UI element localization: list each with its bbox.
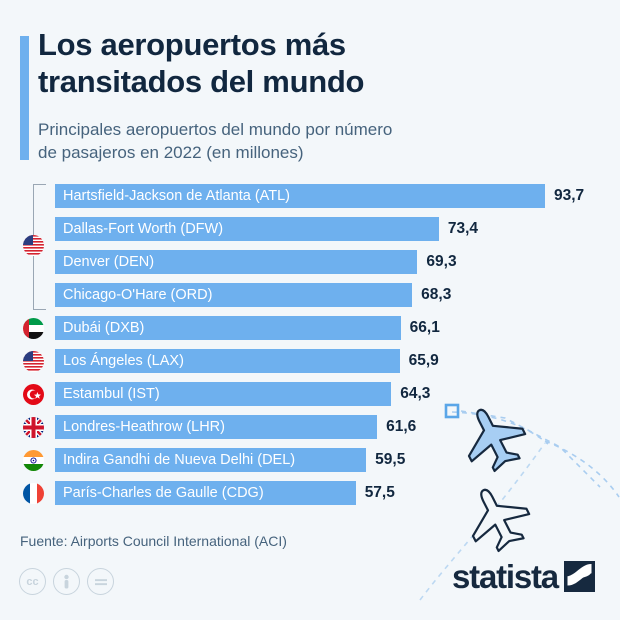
bar-value: 93,7 xyxy=(554,187,585,204)
bar[interactable]: Dubái (DXB) xyxy=(55,316,401,340)
cc-nd-equals-icon[interactable] xyxy=(87,568,114,595)
flag-icon-us xyxy=(23,351,44,372)
bar-value: 68,3 xyxy=(421,286,452,303)
bar-label: Dallas-Fort Worth (DFW) xyxy=(63,221,224,237)
statista-logo-mark xyxy=(563,561,595,592)
flag-icon-gb xyxy=(23,417,44,438)
bar[interactable]: Los Ángeles (LAX) xyxy=(55,349,400,373)
page-title: Los aeropuertos más transitados del mund… xyxy=(38,26,558,100)
table-row[interactable]: Chicago-O'Hare (ORD) 68,3 xyxy=(0,279,620,312)
bar-label: Hartsfield-Jackson de Atlanta (ATL) xyxy=(63,188,290,204)
bar[interactable]: Londres-Heathrow (LHR) xyxy=(55,415,378,439)
subtitle-line-2: de pasajeros en 2022 (en millones) xyxy=(38,143,304,162)
creative-commons-license: cc xyxy=(19,568,114,595)
cc-by-person-icon[interactable] xyxy=(53,568,80,595)
bar[interactable]: Dallas-Fort Worth (DFW) xyxy=(55,217,439,241)
title-accent-bar xyxy=(20,36,29,160)
bar[interactable]: París-Charles de Gaulle (CDG) xyxy=(55,481,356,505)
equals-glyph xyxy=(94,578,107,585)
title-line-2: transitados del mundo xyxy=(38,64,365,99)
table-row[interactable]: Dallas-Fort Worth (DFW) 73,4 xyxy=(0,213,620,246)
flag-icon-in xyxy=(23,450,44,471)
source-note: Fuente: Airports Council International (… xyxy=(20,533,287,549)
table-row[interactable]: Hartsfield-Jackson de Atlanta (ATL) 93,7 xyxy=(0,180,620,213)
page-subtitle: Principales aeropuertos del mundo por nú… xyxy=(38,118,538,164)
bar-chart: Hartsfield-Jackson de Atlanta (ATL) 93,7 D… xyxy=(0,180,620,520)
bar-label: Dubái (DXB) xyxy=(63,320,145,336)
bar-value: 65,9 xyxy=(408,352,439,369)
bar-label: Los Ángeles (LAX) xyxy=(63,353,184,369)
bar[interactable]: Estambul (IST) xyxy=(55,382,392,406)
bar-value: 61,6 xyxy=(386,418,417,435)
flag-icon-us-group xyxy=(23,235,44,256)
bar-value: 73,4 xyxy=(447,220,478,237)
bar-label: Denver (DEN) xyxy=(63,254,155,270)
bar-value: 57,5 xyxy=(364,484,395,501)
bar-label: Indira Gandhi de Nueva Delhi (DEL) xyxy=(63,452,296,468)
cc-icon[interactable]: cc xyxy=(19,568,46,595)
bar-value: 59,5 xyxy=(375,451,406,468)
person-glyph xyxy=(64,574,69,589)
bar-value: 66,1 xyxy=(409,319,440,336)
statista-logo[interactable]: statista xyxy=(452,560,595,593)
bar[interactable]: Denver (DEN) xyxy=(55,250,418,274)
bar-label: París-Charles de Gaulle (CDG) xyxy=(63,485,264,501)
table-row[interactable]: Los Ángeles (LAX) 65,9 xyxy=(0,345,620,378)
bar[interactable]: Chicago-O'Hare (ORD) xyxy=(55,283,413,307)
table-row[interactable]: París-Charles de Gaulle (CDG) 57,5 xyxy=(0,477,620,510)
title-line-1: Los aeropuertos más xyxy=(38,27,346,62)
table-row[interactable]: Estambul (IST) 64,3 xyxy=(0,378,620,411)
bar-value: 64,3 xyxy=(400,385,431,402)
bar-value: 69,3 xyxy=(426,253,457,270)
table-row[interactable]: Denver (DEN) 69,3 xyxy=(0,246,620,279)
subtitle-line-1: Principales aeropuertos del mundo por nú… xyxy=(38,120,393,139)
table-row[interactable]: Indira Gandhi de Nueva Delhi (DEL) 59,5 xyxy=(0,444,620,477)
flag-icon-tr xyxy=(23,384,44,405)
table-row[interactable]: Londres-Heathrow (LHR) 61,6 xyxy=(0,411,620,444)
table-row[interactable]: Dubái (DXB) 66,1 xyxy=(0,312,620,345)
bar[interactable]: Indira Gandhi de Nueva Delhi (DEL) xyxy=(55,448,367,472)
bar[interactable]: Hartsfield-Jackson de Atlanta (ATL) xyxy=(55,184,545,208)
bar-label: Chicago-O'Hare (ORD) xyxy=(63,287,213,303)
bar-label: Londres-Heathrow (LHR) xyxy=(63,419,225,435)
header: Los aeropuertos más transitados del mund… xyxy=(0,0,620,175)
bar-label: Estambul (IST) xyxy=(63,386,160,402)
flag-icon-fr xyxy=(23,483,44,504)
statista-wordmark: statista xyxy=(452,558,559,595)
statista-s-curve xyxy=(563,561,595,592)
flag-icon-ae xyxy=(23,318,44,339)
